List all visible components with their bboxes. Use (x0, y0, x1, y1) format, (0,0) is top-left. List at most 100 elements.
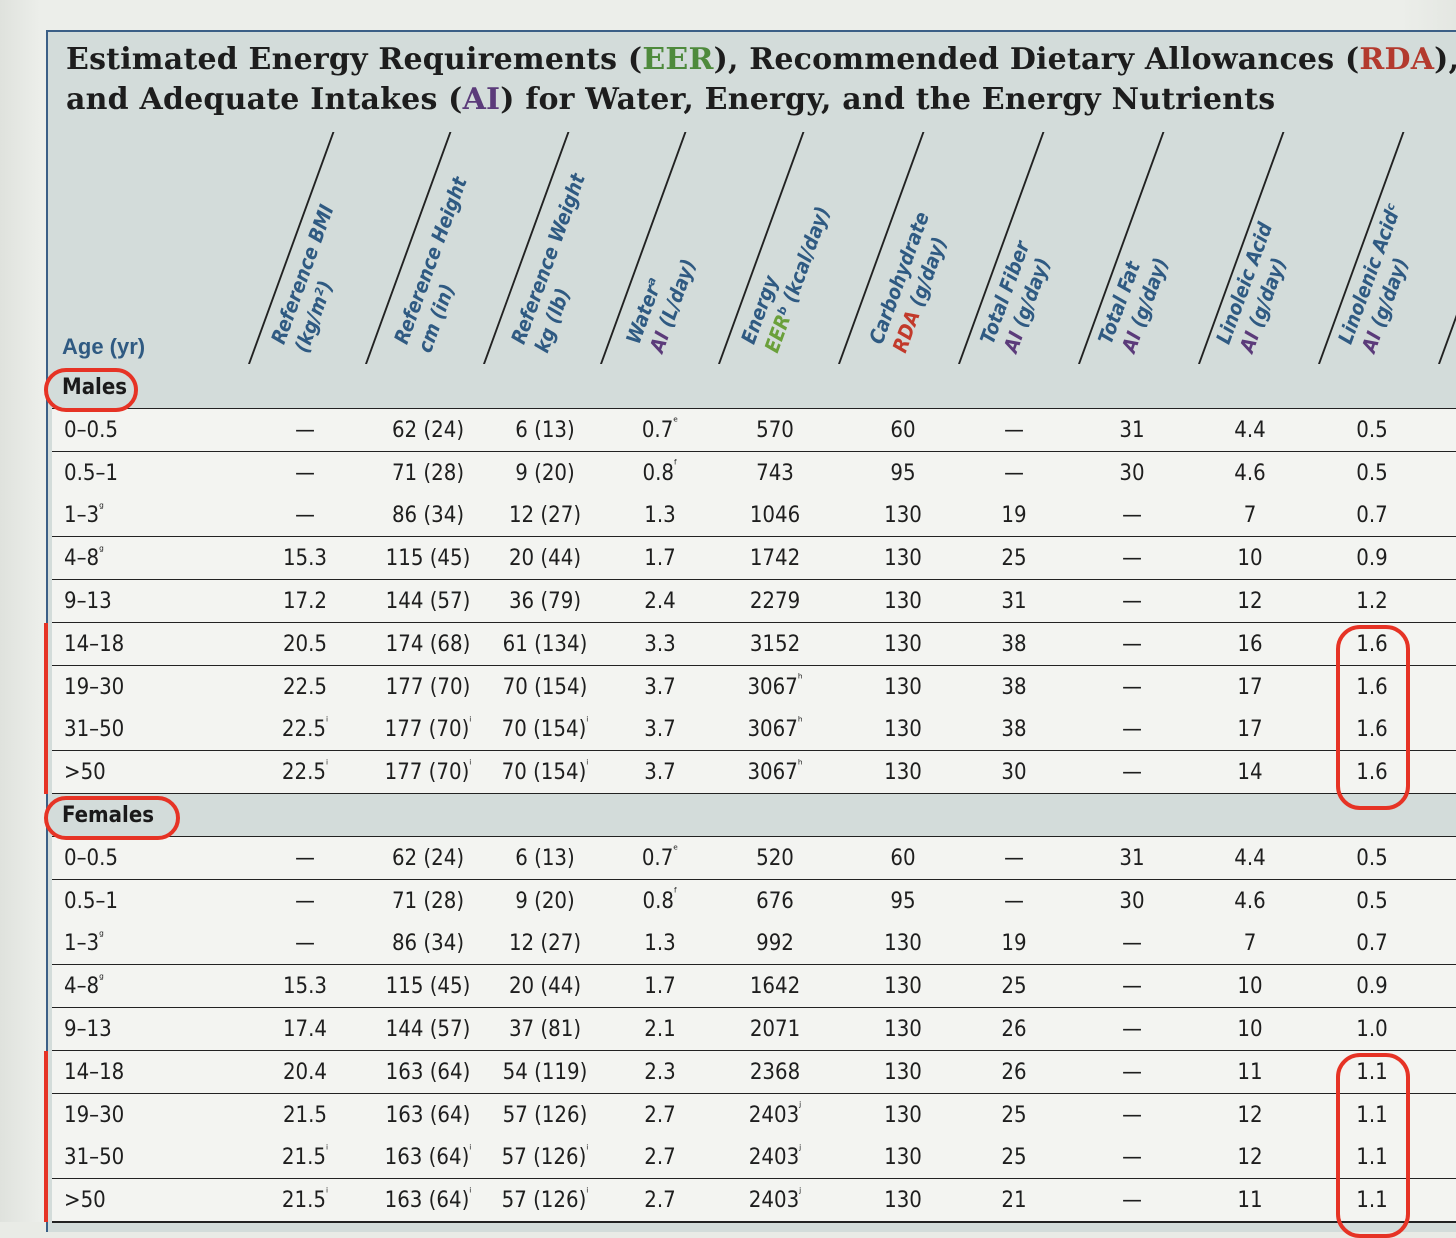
value-highlight-box (1336, 624, 1410, 810)
title-text: ), Recommended Dietary Allowances ( (713, 42, 1360, 77)
column-header: Carbohydrate RDA (g/day) (864, 208, 952, 356)
value-cell: 22.5 (282, 674, 328, 700)
value-cell: 1.6 (1356, 631, 1388, 657)
value-cell: — (1122, 631, 1142, 657)
age-cell: 0.5–1 (64, 460, 118, 486)
age-cell: 31–50 (64, 1145, 125, 1171)
value-cell: 163 (64) (385, 1059, 471, 1085)
value-cell: 21.5ⁱ (281, 1143, 329, 1171)
value-cell: 4.6 (1234, 888, 1266, 914)
value-cell: — (1122, 1059, 1142, 1085)
value-cell: 14 (1237, 760, 1263, 786)
value-cell: 1.3 (644, 931, 676, 957)
value-cell: 17 (1237, 717, 1263, 743)
value-cell: 86 (34) (391, 503, 465, 529)
value-cell: 62 (24) (391, 845, 465, 871)
value-cell: — (1122, 546, 1142, 572)
value-cell: 1.2 (1356, 589, 1388, 614)
value-cell: 2403ʲ (748, 1185, 802, 1214)
age-cell: 0–0.5 (64, 417, 118, 443)
value-cell: 10 (1237, 974, 1263, 1000)
value-cell: 11 (1237, 1059, 1263, 1085)
value-cell: 7 (1243, 931, 1257, 957)
table-row: 31–50 21.5ⁱ 163 (64)ⁱ 57 (126)ⁱ 2.7 2403ʲ 130 2… (52, 1136, 1456, 1181)
value-cell: 12 (1237, 1102, 1263, 1128)
title-rda: RDA (1359, 42, 1435, 77)
table-row: 4–8ᵍ 15.3 115 (45) 20 (44) 1.7 1742 130 25 — 10 0.… (52, 537, 1456, 582)
value-cell: — (295, 845, 315, 871)
header-divider (1438, 132, 1456, 364)
value-cell: 60 (890, 845, 916, 871)
value-cell: 57 (126)ⁱ (501, 1185, 589, 1214)
value-cell: 20.4 (282, 1059, 328, 1085)
value-cell: 10 (1237, 546, 1263, 572)
value-cell: 70 (154)ⁱ (501, 715, 589, 743)
value-cell: 16 (1237, 631, 1263, 657)
value-cell: 57 (126) (502, 1102, 588, 1128)
value-cell: — (1004, 845, 1024, 871)
value-cell: — (1122, 931, 1142, 957)
value-cell: 0.5 (1356, 460, 1388, 486)
bracket-line (44, 622, 48, 794)
value-cell: 1.3 (644, 503, 676, 529)
value-cell: 1.6 (1356, 760, 1388, 786)
value-cell: 22.5ⁱ (281, 757, 329, 786)
value-cell: 62 (24) (391, 417, 465, 443)
value-cell: 3.7 (644, 717, 676, 743)
value-cell: — (1122, 717, 1142, 743)
title-text: and Adequate Intakes ( (66, 82, 463, 117)
value-cell: 0.9 (1356, 974, 1388, 1000)
value-cell: 61 (134) (502, 631, 588, 657)
value-cell: 2.3 (644, 1059, 676, 1085)
value-cell: 7 (1243, 503, 1257, 529)
value-cell: 22.5ⁱ (281, 715, 329, 743)
value-cell: 2.7 (644, 1188, 676, 1214)
table-row: 0–0.5 — 62 (24) 6 (13) 0.7ᵉ 520 60 — 31 4.4 0.5 (52, 836, 1456, 881)
table-row: 19–30 22.5 177 (70) 70 (154) 3.7 3067ʰ 130 38 — 1… (52, 665, 1456, 710)
value-cell: — (295, 931, 315, 957)
value-cell: 2071 (749, 1017, 801, 1042)
value-cell: 9 (20) (515, 888, 575, 914)
value-cell: 1.7 (644, 974, 676, 1000)
value-cell: — (295, 460, 315, 486)
value-cell: 115 (45) (385, 546, 471, 572)
value-cell: 36 (79) (508, 589, 582, 614)
value-cell: 30 (1119, 888, 1145, 914)
value-cell: 6 (13) (515, 417, 575, 443)
value-cell: — (1004, 417, 1024, 443)
value-cell: 0.8ᶠ (642, 886, 678, 914)
value-cell: 30 (1001, 760, 1027, 786)
value-cell: 130 (884, 717, 922, 743)
value-cell: 25 (1001, 974, 1027, 1000)
value-cell: 17.2 (282, 589, 328, 614)
table-row: 1–3ᵍ — 86 (34) 12 (27) 1.3 1046 130 19 — 7 0.7 (52, 494, 1456, 539)
value-cell: 6 (13) (515, 845, 575, 871)
table-row: 9–13 17.4 144 (57) 37 (81) 2.1 2071 130 26 — 10 1.… (52, 1008, 1456, 1052)
value-cell: 95 (890, 888, 916, 914)
value-cell: 20 (44) (508, 974, 582, 1000)
value-cell: 19 (1001, 503, 1027, 529)
age-cell: 4–8ᵍ (64, 971, 104, 1000)
value-cell: 2403ʲ (748, 1100, 802, 1128)
title-text: ), (1434, 42, 1456, 77)
value-cell: 676 (756, 888, 794, 914)
value-cell: — (295, 888, 315, 914)
value-cell: 130 (884, 1017, 922, 1042)
value-cell: 1.6 (1356, 717, 1388, 743)
section-header-row: Females (52, 794, 1456, 838)
table-row: 14–18 20.4 163 (64) 54 (119) 2.3 2368 130 26 — 11… (52, 1050, 1456, 1095)
value-cell: 4.4 (1234, 845, 1266, 871)
value-cell: 570 (756, 417, 794, 443)
value-cell: 3.7 (644, 674, 676, 700)
age-cell: 31–50 (64, 717, 125, 743)
value-cell: 0.7 (1356, 931, 1388, 957)
value-cell: — (1122, 974, 1142, 1000)
value-cell: 743 (756, 460, 794, 486)
table-row: 19–30 21.5 163 (64) 57 (126) 2.7 2403ʲ 130 25 — 1… (52, 1093, 1456, 1138)
value-cell: 15.3 (282, 546, 328, 572)
value-cell: — (1122, 674, 1142, 700)
value-cell: 2.7 (644, 1102, 676, 1128)
value-cell: 4.4 (1234, 417, 1266, 443)
value-cell: 130 (884, 589, 922, 614)
value-cell: 174 (68) (385, 631, 471, 657)
